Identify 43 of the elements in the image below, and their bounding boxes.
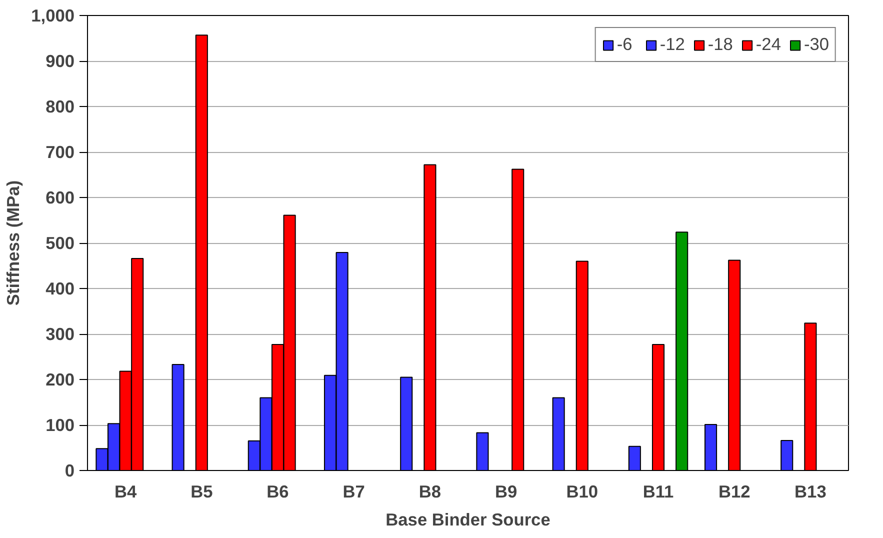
y-tick-label: 0 [64,460,75,480]
bar [512,168,524,470]
bar [400,376,413,470]
y-tick-label: 300 [46,324,75,344]
x-tick-label: B7 [342,482,365,502]
y-tick-label: 800 [46,96,75,116]
bar [704,424,718,470]
y-tick-label: 100 [46,415,75,435]
x-tick-label: B5 [190,482,214,502]
bar [172,364,184,470]
bar [552,397,565,470]
x-tick-label: B9 [494,482,518,502]
x-tick-label: B11 [642,482,674,502]
y-tick-label: 1,000 [31,6,75,26]
bar [652,344,665,470]
bar [576,260,588,470]
y-tick-label: 400 [46,278,75,298]
x-axis-title: Base Binder Source [386,510,551,530]
x-tick-label: B8 [418,482,442,502]
legend-label: -30 [804,34,829,55]
y-tick-label: 500 [46,233,75,253]
y-tick-label: 600 [46,188,75,208]
legend-label: -12 [660,34,685,55]
y-axis-title: Stiffness (MPa) [3,180,24,306]
x-tick-label: B4 [114,482,137,502]
y-tick-label: 200 [46,370,75,390]
bar [628,446,641,470]
bar [804,322,817,470]
legend-label: -18 [708,34,733,55]
bar [728,260,741,470]
x-tick-label: B13 [794,482,827,502]
bar [780,440,794,470]
x-tick-label: B12 [718,482,750,502]
legend-label: -6 [616,34,634,55]
bar [476,432,489,470]
bar [676,232,688,470]
bar [424,164,436,470]
x-tick-label: B6 [266,482,290,502]
x-tick-label: B10 [566,482,598,502]
legend-label: -24 [756,34,781,55]
y-tick-label: 900 [46,51,75,71]
bar [195,34,208,470]
y-tick-label: 700 [46,142,75,162]
